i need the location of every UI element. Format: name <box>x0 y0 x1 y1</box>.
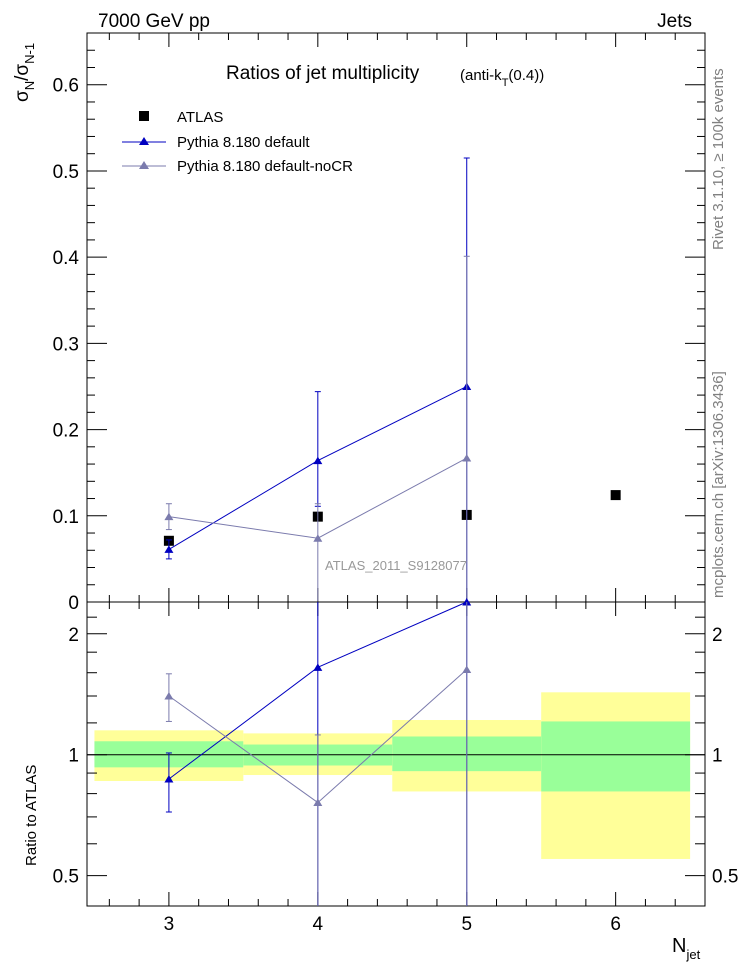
title-suffix-pre: (anti-k <box>460 67 502 84</box>
plot-title: Ratios of jet multiplicity <box>226 63 420 84</box>
ratio-point-pythia-8-180-default-nocr <box>313 798 323 807</box>
ratio-ylabel: Ratio to ATLAS <box>23 765 40 866</box>
ratio-panel-bands <box>87 692 705 859</box>
ratio-ytick-label-left: 1 <box>68 746 79 767</box>
main-ytick-label: 0.1 <box>53 507 79 528</box>
main-ytick-label: 0.6 <box>53 76 79 97</box>
xtick-label: 4 <box>313 914 324 935</box>
legend: ATLAS Pythia 8.180 default Pythia 8.180 … <box>122 109 353 175</box>
xlabel-main: N <box>672 935 686 957</box>
main-ylabel: σN/σN-1 <box>12 43 37 102</box>
main-panel-ticks: 0 0.1 0.2 0.3 0.4 0.5 0.6 <box>53 32 705 614</box>
ratio-panel-series <box>164 598 472 906</box>
xtick-label: 6 <box>610 914 621 935</box>
main-ylabel-sub2: N-1 <box>22 43 37 64</box>
main-ylabel-sigma: σ <box>12 90 33 102</box>
xtick-label: 3 <box>164 914 175 935</box>
legend-marker-pythia-default <box>139 137 149 145</box>
main-point-pythia-8-180-default-nocr <box>164 512 174 521</box>
main-ytick-label: 0.3 <box>53 334 79 355</box>
rivet-label: Rivet 3.1.10, ≥ 100k events <box>710 68 727 250</box>
ratio-ytick-label-left: 2 <box>68 625 79 646</box>
ratio-point-pythia-8-180-default <box>164 774 174 783</box>
legend-marker-pythia-nocr <box>139 161 149 169</box>
ratio-ytick-label-right: 0.5 <box>712 867 738 888</box>
main-point-pythia-8-180-default <box>313 456 323 465</box>
ratio-panel-frame <box>86 601 706 907</box>
main-point-pythia-8-180-default <box>164 545 174 553</box>
ratio-panel: 3 4 5 6 0.5 0.5 1 1 2 2 <box>53 598 738 935</box>
xlabel-sub: jet <box>685 947 700 962</box>
legend-label-pythia-default: Pythia 8.180 default <box>177 134 310 151</box>
main-ytick-label: 0.5 <box>53 162 79 183</box>
main-ytick-label: 0.2 <box>53 421 79 442</box>
category-label: Jets <box>657 11 692 32</box>
main-ytick-label: 0 <box>68 593 79 614</box>
main-ylabel-slash: /σ <box>12 64 33 81</box>
main-panel: 0 0.1 0.2 0.3 0.4 0.5 0.6 <box>53 32 706 614</box>
ratio-point-pythia-8-180-default-nocr <box>462 665 472 673</box>
ratio-point-pythia-8-180-default <box>313 663 323 671</box>
legend-marker-atlas <box>139 111 149 121</box>
ratio-ytick-label-left: 0.5 <box>53 867 79 888</box>
xlabel: Njet <box>672 935 701 962</box>
main-ytick-label: 0.4 <box>53 248 80 269</box>
legend-label-atlas: ATLAS <box>177 109 223 126</box>
analysis-watermark: ATLAS_2011_S9128077 <box>325 558 467 573</box>
title-suffix-sub: T <box>502 77 509 89</box>
energy-label: 7000 GeV pp <box>98 11 210 32</box>
ratio-ytick-label-right: 1 <box>712 746 723 767</box>
ratio-stat-uncertainty-band <box>541 721 691 792</box>
legend-label-pythia-nocr: Pythia 8.180 default-noCR <box>177 158 353 175</box>
main-panel-series <box>163 157 621 602</box>
plot-title-jet-algo: (anti-kT(0.4)) <box>460 67 544 89</box>
xtick-label: 5 <box>461 914 472 935</box>
mcplots-label: mcplots.cern.ch [arXiv:1306.3436] <box>710 371 727 598</box>
main-point-atlas <box>610 490 621 501</box>
title-suffix-post: (0.4)) <box>508 67 544 84</box>
ratio-point-pythia-8-180-default-nocr <box>164 692 174 700</box>
main-point-pythia-8-180-default-nocr <box>313 534 323 542</box>
main-ylabel-sub1: N <box>22 81 37 90</box>
ratio-point-pythia-8-180-default <box>462 598 472 606</box>
ratio-ytick-label-right: 2 <box>712 625 723 646</box>
main-point-pythia-8-180-default-nocr <box>462 454 472 462</box>
